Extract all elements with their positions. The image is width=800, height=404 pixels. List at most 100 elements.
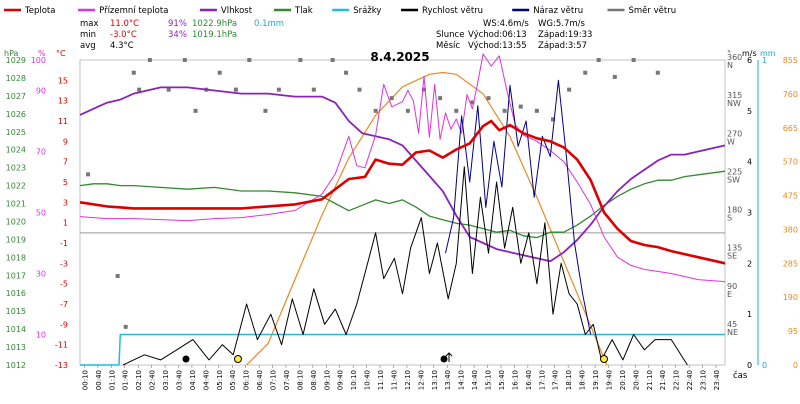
- x-tick-label: 02:40: [149, 370, 157, 390]
- wind-direction-point: [567, 87, 572, 92]
- dir-compass-label: S: [727, 214, 732, 223]
- dir-tick-label: 270: [727, 129, 742, 138]
- markers: [182, 352, 608, 363]
- x-tick-label: 20:40: [632, 370, 640, 390]
- wind-direction-point: [247, 58, 252, 62]
- series-wind-gust: [445, 79, 592, 335]
- hpa-tick-label: 1020: [6, 217, 26, 226]
- moonrise-marker: [440, 355, 448, 363]
- x-tick-label: 03:40: [175, 370, 183, 390]
- x-tick-label: 10:40: [364, 370, 372, 390]
- stat-max-temp: 11.0°C: [110, 19, 139, 29]
- x-axis-label: čas: [733, 370, 748, 381]
- hpa-tick-label: 1017: [6, 271, 26, 280]
- x-tick-label: 02:10: [135, 370, 143, 390]
- wind-direction-point: [298, 58, 303, 62]
- x-tick-label: 09:10: [323, 370, 331, 390]
- x-tick-label: 05:10: [216, 370, 224, 390]
- hpa-tick-label: 1022: [6, 182, 26, 191]
- x-tick-label: 22:10: [673, 370, 681, 390]
- hpa-tick-label: 1015: [6, 307, 26, 316]
- stat-max-rain: 0.1mm: [254, 19, 284, 29]
- hpa-tick-label: 1014: [6, 325, 26, 334]
- x-tick-label: 15:40: [498, 370, 506, 390]
- x-tick-label: 04:10: [189, 370, 197, 390]
- wind-tick-label: 0: [747, 361, 752, 370]
- x-tick-label: 09:40: [337, 370, 345, 390]
- legend-item: Přízemní teplota: [99, 6, 168, 16]
- wind-direction-point: [454, 108, 459, 113]
- x-tick-label: 16:40: [525, 370, 533, 390]
- dir-tick-label: 315: [727, 91, 742, 100]
- x-tick-label: 01:10: [108, 370, 116, 390]
- wind-direction-point: [131, 70, 136, 75]
- solar-tick-label: 285: [783, 259, 798, 268]
- wind-direction-point: [551, 117, 555, 122]
- legend-item: Náraz větru: [533, 6, 583, 16]
- solar-tick-label: 380: [783, 225, 798, 234]
- sunset-marker: [600, 355, 608, 363]
- wind-direction-point: [86, 172, 91, 177]
- x-tick-label: 12:10: [404, 370, 412, 390]
- sunrise-marker: [234, 355, 242, 363]
- temp-tick-label: -1: [60, 239, 68, 248]
- wind-direction-point: [115, 274, 120, 279]
- chart-title: 8.4.2025: [370, 50, 429, 64]
- wind-direction-point: [631, 58, 636, 62]
- astro-sun-label: Slunce: [436, 30, 464, 40]
- stat-min-temp: -3.0°C: [110, 30, 137, 40]
- dir-tick-label: 90: [727, 282, 737, 291]
- temp-axis-unit: °C: [56, 49, 66, 58]
- wind-direction-point: [166, 87, 171, 92]
- solar-tick-label: 855: [783, 56, 798, 65]
- wind-direction-point: [438, 96, 443, 101]
- dir-compass-label: NE: [727, 328, 738, 337]
- dir-compass-label: W: [727, 137, 735, 146]
- dir-tick-label: 225: [727, 167, 742, 176]
- dir-compass-label: SW: [727, 175, 740, 184]
- wind-tick-label: 4: [747, 158, 752, 167]
- wind-direction-series: [86, 58, 660, 329]
- hpa-tick-label: 1016: [6, 289, 26, 298]
- x-tick-label: 13:10: [431, 370, 439, 390]
- wind-direction-point: [422, 87, 426, 92]
- astro-sun-set: Západ:19:33: [538, 30, 592, 40]
- x-tick-label: 19:10: [592, 370, 600, 390]
- moonrise-arrow: [445, 352, 453, 362]
- pct-tick-label: 70: [36, 148, 46, 157]
- wind-direction-point: [470, 100, 475, 105]
- wind-direction-point: [147, 58, 152, 62]
- temp-tick-label: -3: [60, 259, 68, 268]
- x-tick-label: 23:10: [700, 370, 708, 390]
- x-tick-label: 19:40: [605, 370, 613, 390]
- x-tick-label: 13:40: [444, 370, 452, 390]
- temp-tick-label: 13: [58, 97, 68, 106]
- wind-direction-point: [502, 108, 507, 113]
- x-tick-label: 15:10: [485, 370, 493, 390]
- solar-tick-label: 665: [783, 124, 798, 133]
- stat-max-label: max: [80, 19, 99, 29]
- x-tick-label: 16:10: [511, 370, 519, 390]
- wind-direction-point: [655, 70, 660, 75]
- series-ground-temp: [79, 53, 726, 283]
- solar-tick-label: 475: [783, 192, 798, 201]
- pct-tick-label: 30: [36, 270, 46, 279]
- wind-direction-point: [357, 87, 362, 92]
- temp-tick-label: 5: [63, 178, 68, 187]
- dir-tick-label: 360: [727, 53, 742, 62]
- pct-tick-label: 50: [36, 209, 46, 218]
- wind-direction-point: [123, 324, 128, 329]
- hpa-tick-label: 1025: [6, 128, 26, 137]
- x-tick-label: 22:40: [686, 370, 694, 390]
- wind-tick-label: 6: [747, 56, 752, 65]
- hpa-axis-unit: hPa: [4, 49, 19, 58]
- series-humidity: [79, 86, 726, 263]
- stat-avg-temp: 4.3°C: [110, 41, 134, 51]
- temp-tick-label: 1: [63, 219, 68, 228]
- wind-direction-point: [486, 96, 491, 101]
- dir-compass-label: SE: [727, 252, 737, 261]
- wind-direction-point: [373, 108, 378, 113]
- wind-tick-label: 5: [747, 107, 752, 116]
